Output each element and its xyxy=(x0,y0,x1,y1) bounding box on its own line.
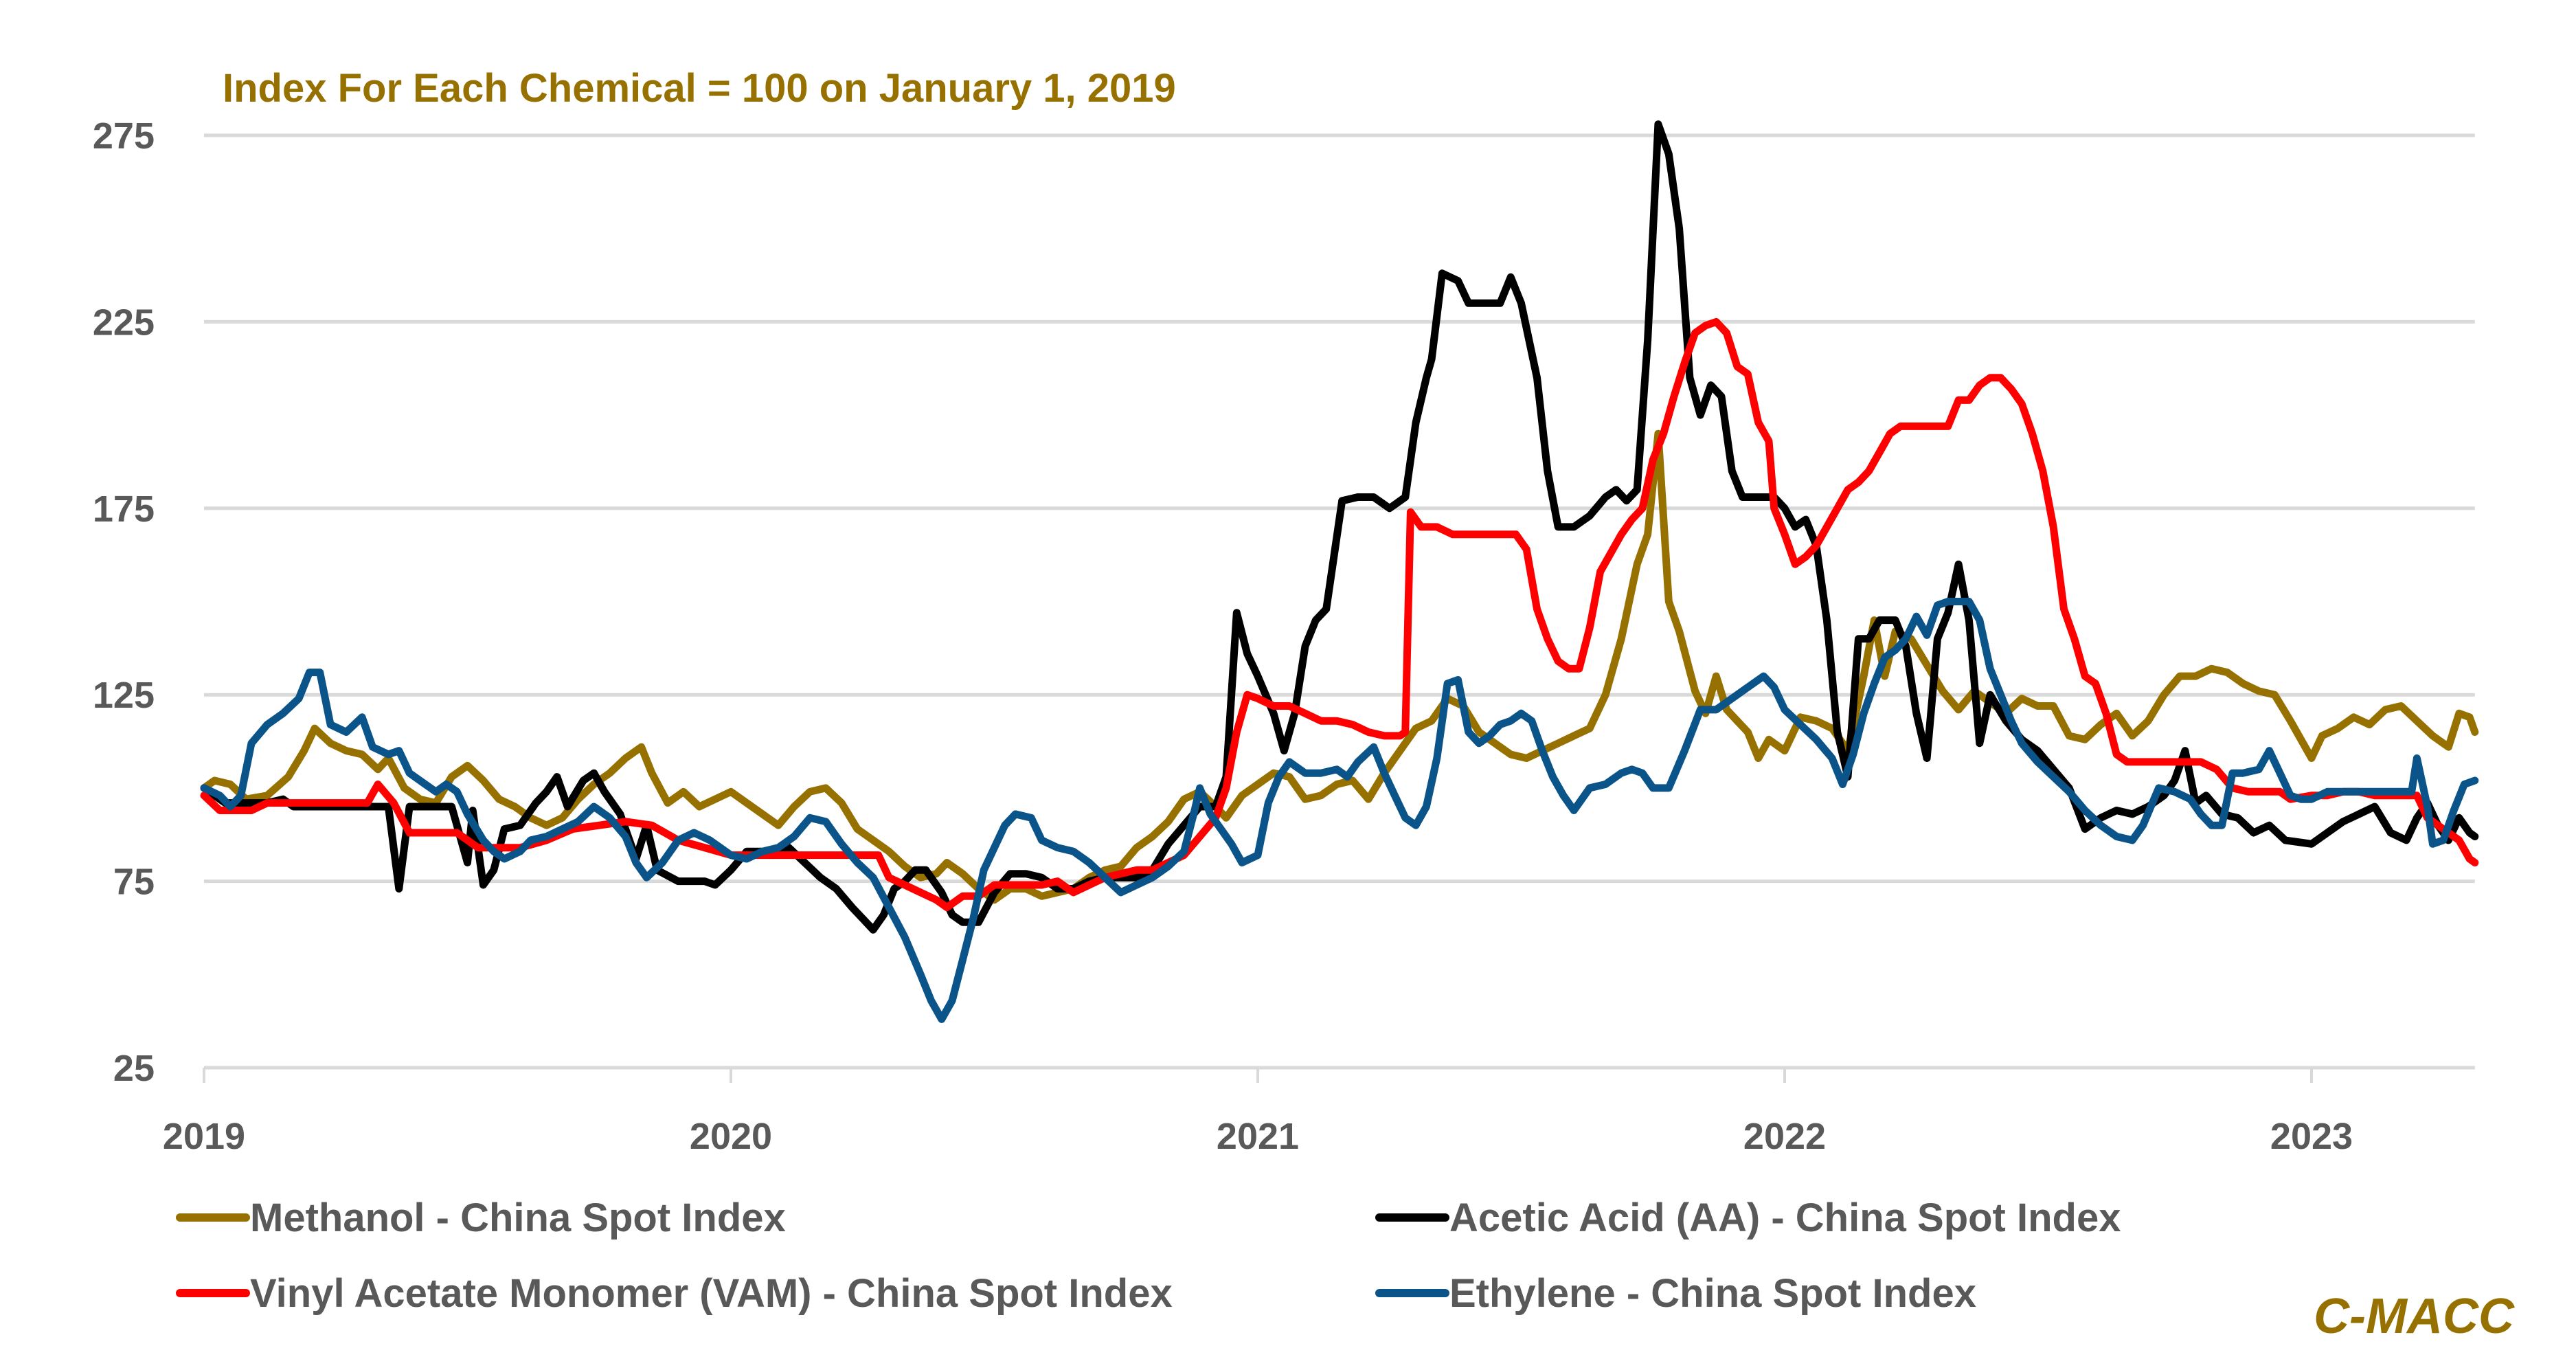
y-tick-label: 25 xyxy=(113,1048,155,1089)
x-tick-label: 2023 xyxy=(2270,1116,2353,1157)
x-tick-label: 2022 xyxy=(1743,1116,1826,1157)
series-lines xyxy=(200,120,2479,1023)
y-axis-ticks: 25 75 125 175 225 275 xyxy=(93,115,155,1089)
x-tick-label: 2019 xyxy=(163,1116,245,1157)
legend-item-methanol[interactable]: Methanol - China Spot Index xyxy=(176,1196,786,1240)
brand-watermark: C-MACC xyxy=(2314,1289,2515,1344)
series-line-acetic-acid xyxy=(200,120,2479,934)
y-tick-label: 175 xyxy=(93,489,155,530)
legend-item-acetic-acid[interactable]: Acetic Acid (AA) - China Spot Index xyxy=(1375,1196,2121,1240)
y-tick-label: 75 xyxy=(113,862,155,903)
legend-label-acetic-acid: Acetic Acid (AA) - China Spot Index xyxy=(1449,1196,2121,1240)
legend: Methanol - China Spot Index Acetic Acid … xyxy=(176,1196,2121,1316)
chart-title: Index For Each Chemical = 100 on January… xyxy=(223,66,1176,111)
x-tick-label: 2020 xyxy=(690,1116,772,1157)
legend-item-vam[interactable]: Vinyl Acetate Monomer (VAM) - China Spot… xyxy=(176,1271,1173,1316)
legend-label-methanol: Methanol - China Spot Index xyxy=(250,1196,786,1240)
y-tick-label: 125 xyxy=(93,675,155,716)
legend-item-ethylene[interactable]: Ethylene - China Spot Index xyxy=(1375,1271,1976,1316)
series-line-ethylene xyxy=(200,598,2479,1023)
legend-label-ethylene: Ethylene - China Spot Index xyxy=(1449,1271,1976,1316)
legend-label-vam: Vinyl Acetate Monomer (VAM) - China Spot… xyxy=(250,1271,1173,1316)
y-tick-label: 275 xyxy=(93,115,155,157)
x-axis-ticks: 2019 2020 2021 2022 2023 xyxy=(163,1068,2353,1157)
x-tick-label: 2021 xyxy=(1217,1116,1299,1157)
y-tick-label: 225 xyxy=(93,302,155,343)
